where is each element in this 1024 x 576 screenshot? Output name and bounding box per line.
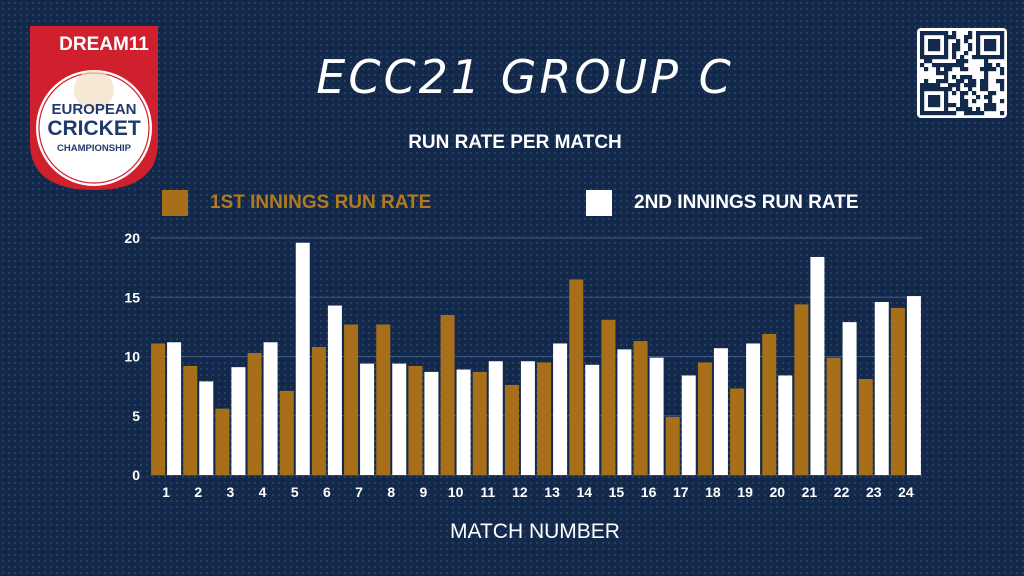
bar-second-innings [874, 301, 889, 475]
legend-item-second-innings: 2ND INNINGS RUN RATE [586, 190, 859, 216]
x-tick-label: 2 [194, 484, 202, 500]
legend-swatch-first-innings [162, 190, 188, 216]
bar-first-innings [794, 304, 809, 475]
bar-first-innings [569, 279, 584, 475]
bar-second-innings [263, 342, 278, 475]
x-tick-label: 13 [544, 484, 560, 500]
legend-item-first-innings: 1ST INNINGS RUN RATE [162, 190, 431, 216]
bar-second-innings [553, 343, 568, 475]
x-tick-label: 3 [227, 484, 235, 500]
x-tick-label: 1 [162, 484, 170, 500]
chart-subtitle: RUN RATE PER MATCH [408, 132, 622, 153]
bar-second-innings [810, 256, 825, 475]
qr-code-icon [917, 28, 1007, 118]
logo-line-2: CRICKET [47, 117, 141, 140]
bar-second-innings [327, 305, 342, 475]
x-tick-label: 14 [576, 484, 592, 500]
bar-first-innings [697, 362, 712, 475]
x-tick-label: 9 [420, 484, 428, 500]
x-tick-label: 4 [259, 484, 267, 500]
bar-first-innings [376, 324, 391, 475]
bar-first-innings [183, 365, 198, 475]
y-axis-ticks: 0 5 10 15 20 [124, 230, 140, 483]
x-tick-label: 22 [834, 484, 850, 500]
bar-first-innings [665, 416, 680, 475]
bar-first-innings [858, 379, 873, 475]
logo-badge [36, 70, 152, 186]
y-tick-label: 15 [124, 289, 140, 305]
logo-line-3: CHAMPIONSHIP [57, 143, 132, 154]
bar-first-innings [247, 352, 262, 475]
x-tick-label: 7 [355, 484, 363, 500]
bar-first-innings [730, 388, 745, 475]
bar-second-innings [295, 242, 310, 475]
x-tick-label: 11 [480, 484, 495, 500]
x-tick-label: 24 [898, 484, 914, 500]
bar-second-innings [488, 361, 503, 475]
x-tick-label: 21 [802, 484, 818, 500]
legend-label-second-innings: 2ND INNINGS RUN RATE [634, 192, 859, 213]
bar-first-innings [279, 390, 294, 475]
bar-second-innings [746, 343, 761, 475]
bar-second-innings [424, 371, 439, 475]
bar-second-innings [842, 322, 857, 475]
x-tick-label: 10 [448, 484, 464, 500]
y-tick-label: 20 [124, 230, 140, 246]
x-tick-label: 15 [609, 484, 625, 500]
bar-second-innings [392, 363, 407, 475]
bar-second-innings [617, 349, 632, 475]
chart-title: ECC21 GROUP C [316, 50, 734, 104]
x-tick-label: 5 [291, 484, 299, 500]
x-tick-label: 20 [769, 484, 785, 500]
x-tick-label: 19 [737, 484, 753, 500]
bar-first-innings [826, 357, 841, 475]
logo-line-1: EUROPEAN [51, 101, 136, 118]
y-tick-label: 0 [132, 467, 140, 483]
bars [151, 242, 921, 475]
x-axis-ticks: 1 2 3 4 5 6 7 8 9 10 11 12 13 14 15 16 17 18 19 20 21 22 23 24 [162, 484, 914, 500]
x-tick-label: 16 [641, 484, 657, 500]
bar-second-innings [167, 342, 182, 475]
bar-first-innings [537, 362, 552, 475]
x-tick-label: 18 [705, 484, 721, 500]
x-tick-label: 17 [673, 484, 689, 500]
bar-second-innings [681, 375, 696, 475]
bar-first-innings [215, 408, 230, 475]
bar-first-innings [504, 384, 519, 475]
bar-first-innings [151, 343, 166, 475]
bar-second-innings [649, 357, 664, 475]
bar-first-innings [762, 333, 777, 475]
legend-swatch-second-innings [586, 190, 612, 216]
bar-second-innings [585, 364, 600, 475]
bar-first-innings [890, 307, 905, 475]
y-tick-label: 5 [132, 408, 140, 424]
y-tick-label: 10 [124, 349, 140, 365]
bar-first-innings [408, 365, 423, 475]
bar-second-innings [778, 375, 793, 475]
logo-sponsor: DREAM11 [59, 34, 149, 55]
cricket-ball-icon [74, 70, 114, 110]
bar-second-innings [231, 367, 246, 475]
gridlines [150, 237, 922, 476]
bar-second-innings [713, 348, 728, 475]
legend-label-first-innings: 1ST INNINGS RUN RATE [210, 192, 432, 213]
x-tick-label: 6 [323, 484, 331, 500]
x-tick-label: 8 [387, 484, 395, 500]
bar-second-innings [520, 361, 535, 475]
x-tick-label: 23 [866, 484, 882, 500]
bar-first-innings [633, 341, 648, 475]
bar-first-innings [601, 319, 616, 475]
x-axis-label: MATCH NUMBER [450, 520, 620, 543]
bar-first-innings [440, 315, 455, 475]
ecc-logo: DREAM11 EUROPEAN CRICKET CHAMPIONSHIP [30, 26, 158, 190]
bar-second-innings [199, 381, 214, 475]
x-tick-label: 12 [512, 484, 528, 500]
bar-first-innings [472, 371, 487, 475]
bar-first-innings [344, 324, 359, 475]
bar-second-innings [456, 369, 471, 475]
bar-second-innings [906, 296, 921, 475]
bar-first-innings [311, 347, 326, 475]
bar-second-innings [360, 363, 375, 475]
